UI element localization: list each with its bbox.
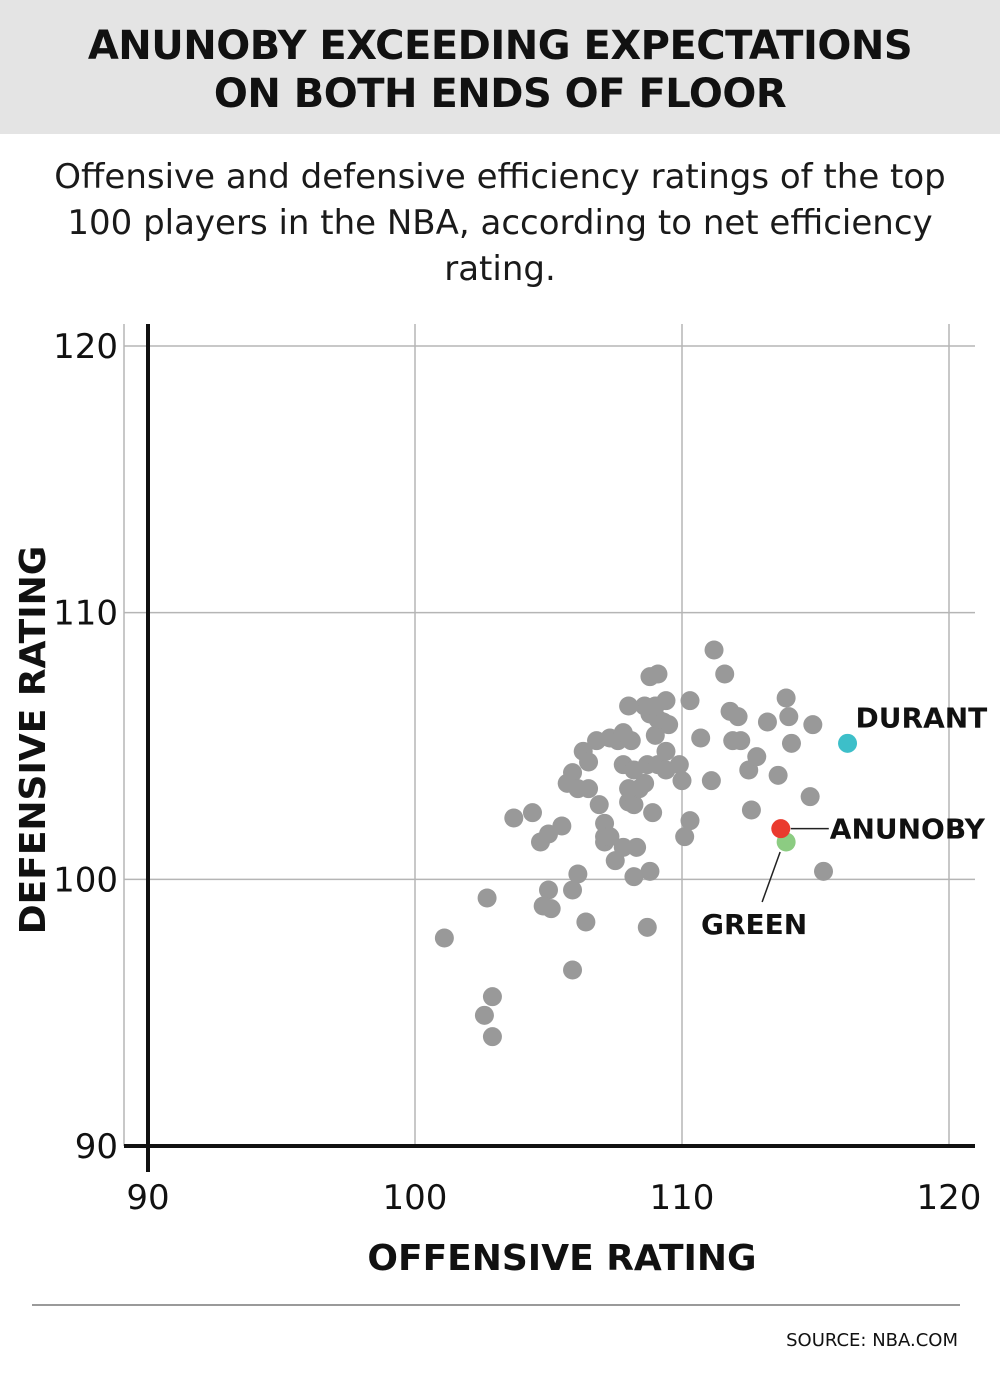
data-point [568,864,588,884]
data-point [552,816,572,836]
green-leader-line [761,851,781,903]
highlight-point-anunoby [771,819,791,839]
data-point [600,827,620,847]
data-point [563,880,583,900]
data-point [680,691,700,711]
data-point [648,664,668,684]
scatter-chart: 90 100 110 120 90 100 110 120 OFFENSIVE RATING DE… [13,324,988,1279]
data-point [640,861,660,881]
data-point [757,712,777,732]
data-point [613,837,633,857]
data-point [624,867,644,887]
title-line-1: ANUNOBY EXCEEDING EXPECTATIONS [87,23,913,69]
data-point [704,640,724,660]
data-point [643,803,663,823]
title-line-2: ON BOTH ENDS OF FLOOR [213,71,787,117]
data-point [619,779,639,799]
data-point [474,1005,494,1025]
data-point [741,800,761,820]
data-point [691,728,711,748]
data-point [635,696,655,716]
data-point [539,880,558,900]
data-point [776,688,796,708]
y-tick-label: 90 [75,1127,118,1167]
data-point [504,808,524,828]
data-point [563,960,583,980]
data-point [814,861,834,881]
durant-label: DURANT [856,701,988,734]
green-label: GREEN [701,908,807,941]
y-tick-label: 100 [53,860,118,900]
data-point [624,795,644,815]
data-point [669,755,689,775]
data-point [680,811,700,831]
anunoby-label: ANUNOBY [830,813,986,846]
x-axis-title: OFFENSIVE RATING [367,1238,756,1279]
data-point [627,837,647,857]
data-point [675,827,695,847]
data-point [781,733,801,753]
data-point [482,987,502,1007]
x-tick-label: 100 [383,1178,448,1218]
chart-subtitle: Offensive and defensive efficiency ratin… [54,157,946,289]
y-tick-label: 110 [53,594,118,634]
highlight-point-durant [838,733,858,753]
data-point [576,912,596,932]
data-point [563,763,583,783]
data-point [715,664,735,684]
x-tick-label: 110 [650,1178,715,1218]
data-point [541,899,561,919]
footer-divider [32,1304,960,1306]
x-tick-label: 120 [917,1178,982,1218]
data-point [728,707,748,727]
data-point [589,795,609,815]
data-point [701,771,721,791]
data-point [613,723,633,743]
data-point [522,803,542,823]
data-point [779,707,799,727]
data-point [619,696,639,716]
data-point [672,771,692,791]
y-axis-title: DEFENSIVE RATING [13,546,54,935]
data-point [637,917,657,937]
data-point [482,1027,502,1047]
data-point [579,752,599,772]
chart-title: ANUNOBY EXCEEDING EXPECTATIONS ON BOTH E… [0,22,1000,118]
data-point [434,928,454,948]
data-point [803,715,823,735]
data-point [635,773,655,793]
data-point [731,731,751,751]
data-point [477,888,497,908]
header-band: ANUNOBY EXCEEDING EXPECTATIONS ON BOTH E… [0,0,1000,134]
data-point [747,747,767,767]
x-tick-label: 90 [126,1178,169,1218]
data-point [579,779,599,799]
y-tick-label: 120 [53,327,118,367]
data-point [656,741,676,761]
data-point [768,765,788,785]
source-note: SOURCE: NBA.COM [786,1330,958,1351]
data-point [800,787,820,807]
